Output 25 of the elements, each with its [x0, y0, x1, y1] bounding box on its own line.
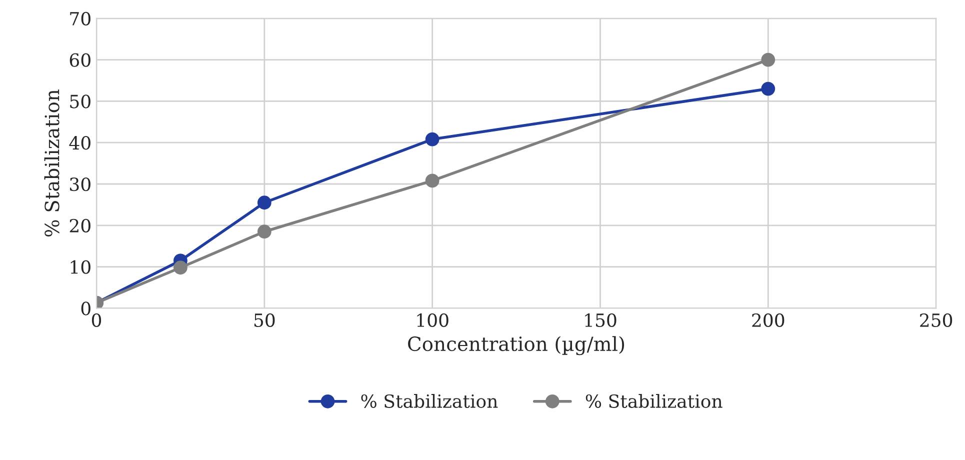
x-tick-label: 0	[92, 313, 102, 328]
point	[425, 132, 440, 146]
point	[761, 82, 776, 96]
point	[425, 174, 440, 188]
y-tick-label: 70	[70, 12, 90, 26]
y-axis-title: % Stabilization	[44, 90, 60, 237]
point	[257, 224, 272, 239]
x-tick-label: 200	[752, 313, 784, 328]
y-tick-label: 40	[69, 136, 90, 150]
y-tick-label: 20	[70, 218, 90, 233]
y-tick-label: 10	[70, 260, 90, 274]
x-tick-label: 100	[417, 313, 448, 328]
y-tick-label: 0	[81, 302, 90, 316]
y-tick-label: 30	[70, 177, 90, 192]
point	[174, 260, 188, 275]
point	[761, 52, 776, 67]
x-axis-title: Concentration (µg/ml)	[408, 336, 624, 356]
x-tick-label: 150	[585, 313, 616, 328]
y-tick-label: 60	[70, 53, 90, 67]
x-tick-label: 250	[920, 313, 952, 328]
x-tick-label: 50	[254, 313, 275, 328]
y-tick-label: 50	[70, 94, 90, 108]
legend-label: % Stabilization	[586, 394, 722, 408]
legend-label: % Stabilization	[361, 394, 498, 408]
point	[257, 196, 272, 210]
